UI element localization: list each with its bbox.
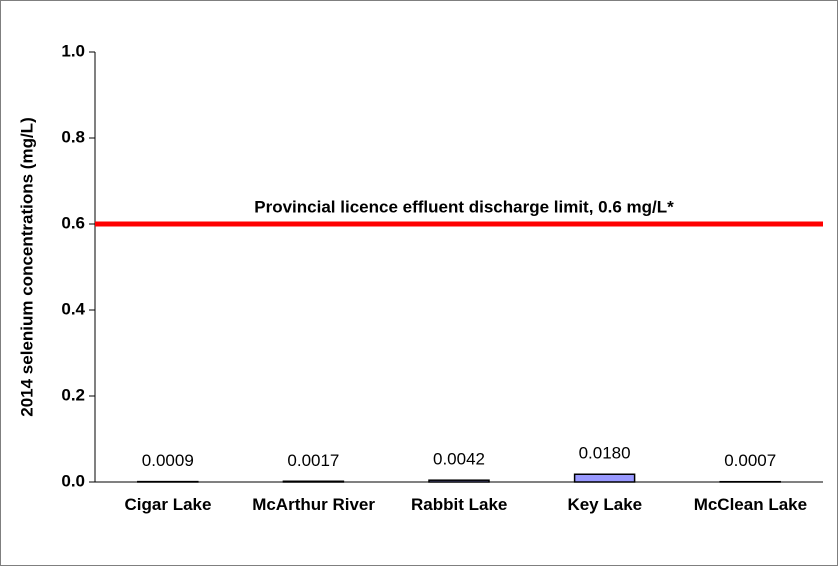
y-tick-label: 0.4 (61, 299, 85, 318)
y-tick-label: 0.8 (61, 127, 85, 146)
value-label: 0.0009 (142, 451, 194, 470)
y-tick-label: 0.0 (61, 471, 85, 490)
y-tick-label: 1.0 (61, 41, 85, 60)
y-axis-title: 2014 selenium concentrations (mg/L) (17, 117, 36, 416)
x-tick-label: McClean Lake (693, 495, 808, 514)
x-tick-label: Rabbit Lake (411, 495, 508, 514)
value-label: 0.0017 (287, 451, 339, 470)
value-label: 0.0007 (724, 451, 776, 470)
y-tick-label: 0.2 (61, 385, 85, 404)
bar (573, 473, 636, 483)
x-tick-label: McArthur River (252, 495, 375, 514)
y-tick-label: 0.6 (61, 213, 85, 232)
x-tick-label: Cigar Lake (124, 495, 212, 514)
reference-label: Provincial licence effluent discharge li… (254, 197, 674, 216)
value-label: 0.0180 (579, 444, 631, 463)
x-tick-label: Key Lake (567, 495, 643, 514)
value-label: 0.0042 (433, 450, 485, 469)
